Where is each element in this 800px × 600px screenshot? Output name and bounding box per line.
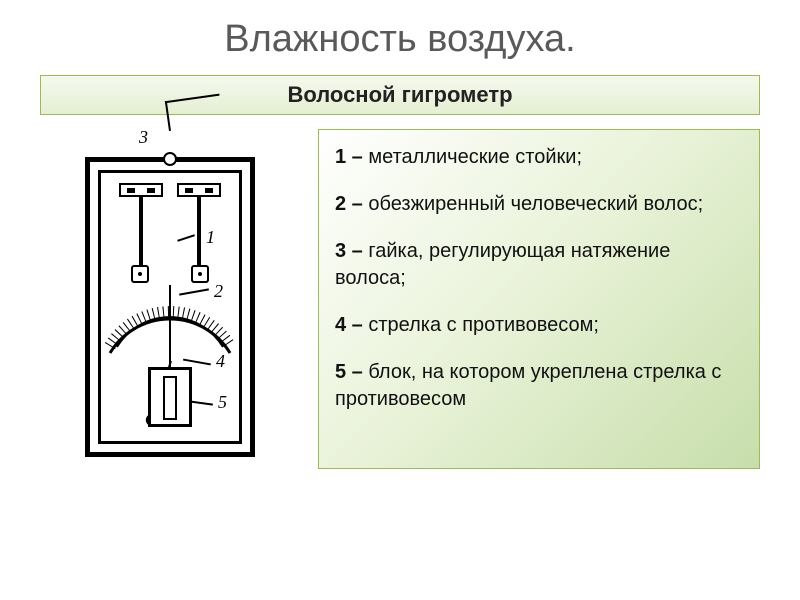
block-inner: [163, 376, 177, 420]
label-3: 3: [139, 127, 148, 148]
legend-num: 4: [335, 314, 346, 336]
legend-num: 2: [335, 193, 346, 215]
page-title: Влажность воздуха.: [0, 0, 800, 75]
bottom-block: [148, 367, 192, 427]
hygrometer-diagram: 3: [65, 129, 275, 469]
legend-item-1: 1 – металлические стойки;: [335, 144, 743, 171]
adjusting-nut: [163, 152, 177, 166]
lead-1: [177, 234, 195, 241]
label-1: 1: [206, 227, 215, 248]
legend-item-5: 5 – блок, на котором укреплена стрелка с…: [335, 359, 743, 413]
legend-text: обезжиренный человеческий волос;: [368, 193, 703, 215]
legend-item-4: 4 – стрелка с противовесом;: [335, 312, 743, 339]
legend-item-3: 3 – гайка, регулирующая натяжение волоса…: [335, 238, 743, 292]
label-4: 4: [216, 351, 225, 372]
legend-num: 5: [335, 361, 346, 383]
lead-3: [165, 94, 224, 131]
legend-text: стрелка с противовесом;: [368, 314, 599, 336]
legend-box: 1 – металлические стойки; 2 – обезжиренн…: [318, 129, 760, 469]
content-row: 3: [0, 129, 800, 469]
disc-left: [131, 265, 149, 283]
label-2: 2: [214, 281, 223, 302]
clamp-right: [177, 183, 221, 197]
device-inner-frame: 1 2 4 5: [98, 170, 242, 444]
legend-item-2: 2 – обезжиренный человеческий волос;: [335, 191, 743, 218]
legend-num: 1: [335, 146, 346, 168]
legend-num: 3: [335, 240, 346, 262]
legend-text: гайка, регулирующая натяжение волоса;: [335, 240, 670, 289]
legend-text: металлические стойки;: [368, 146, 582, 168]
label-5: 5: [218, 392, 227, 413]
rod-left: [139, 197, 143, 267]
lead-5: [189, 400, 213, 405]
legend-text: блок, на котором укреплена стрелка с про…: [335, 361, 721, 410]
subtitle-bar: Волосной гигрометр: [40, 75, 760, 115]
disc-right: [191, 265, 209, 283]
clamp-left: [119, 183, 163, 197]
lead-2: [179, 288, 209, 295]
diagram-column: 3: [40, 129, 300, 469]
device-outer-frame: 1 2 4 5: [85, 157, 255, 457]
rod-right: [197, 197, 201, 267]
